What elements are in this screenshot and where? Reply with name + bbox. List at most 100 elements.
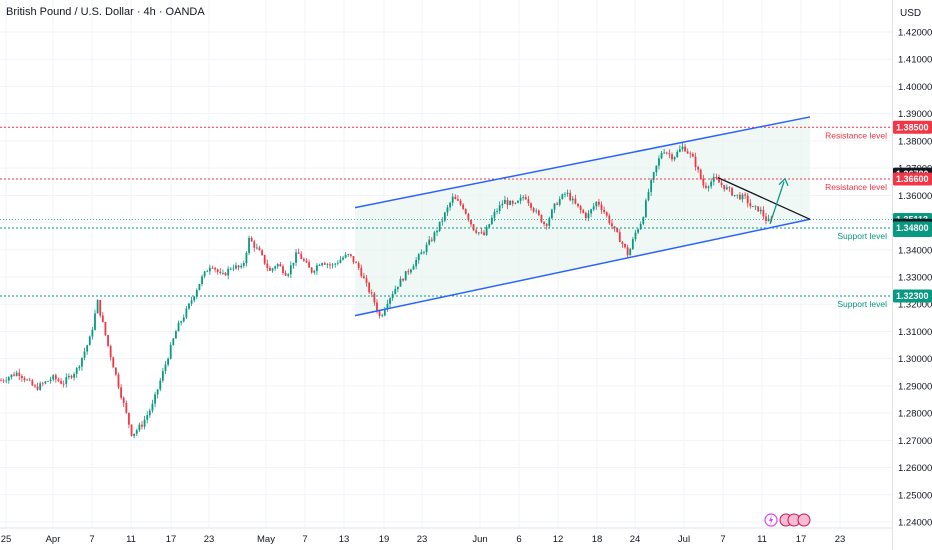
x-tick-label: 6 bbox=[516, 534, 521, 545]
candle-body bbox=[313, 270, 316, 273]
candle-body bbox=[537, 210, 540, 215]
candle-body bbox=[383, 309, 386, 316]
candle-body bbox=[631, 239, 634, 250]
candle-body bbox=[681, 146, 684, 150]
currency-label[interactable]: USD bbox=[900, 8, 922, 19]
candle-body bbox=[2, 380, 5, 382]
chart-title: British Pound / U.S. Dollar · 4h · OANDA bbox=[6, 6, 205, 18]
candle-body bbox=[454, 196, 457, 200]
candle-body bbox=[154, 394, 156, 404]
candle-body bbox=[668, 153, 671, 155]
candle-body bbox=[357, 263, 360, 268]
indicator-icons[interactable] bbox=[764, 513, 812, 527]
candle-body bbox=[490, 217, 493, 225]
candle-body bbox=[642, 217, 645, 224]
candle-body bbox=[509, 201, 512, 205]
candle-body bbox=[746, 195, 749, 204]
candle-body bbox=[584, 212, 587, 219]
candle-body bbox=[242, 263, 245, 266]
candle-body bbox=[410, 269, 412, 273]
candle-body bbox=[624, 243, 626, 248]
candle-body bbox=[511, 201, 514, 204]
candle-body bbox=[310, 267, 313, 273]
candle-body bbox=[305, 260, 308, 263]
candle-body bbox=[741, 194, 744, 200]
candle-body bbox=[188, 303, 190, 309]
x-tick-label: 7 bbox=[302, 534, 307, 545]
resistance-price-2: 1.36600 bbox=[896, 174, 929, 184]
candle-body bbox=[26, 379, 29, 381]
candle-body bbox=[5, 380, 8, 382]
candle-body bbox=[7, 377, 10, 381]
candle-body bbox=[54, 375, 57, 380]
candle-body bbox=[637, 229, 639, 233]
candle-body bbox=[673, 157, 676, 160]
candle-body bbox=[36, 386, 39, 390]
candle-body bbox=[151, 403, 154, 411]
candle-body bbox=[167, 358, 169, 365]
candle-body bbox=[363, 276, 365, 279]
y-tick-label: 1.29000 bbox=[898, 381, 932, 392]
channel-fill bbox=[355, 116, 810, 316]
candle-body bbox=[135, 430, 138, 434]
candle-body bbox=[514, 202, 517, 204]
candle-body bbox=[255, 247, 258, 249]
candle-body bbox=[663, 152, 666, 154]
candle-body bbox=[211, 267, 214, 269]
candle-body bbox=[506, 199, 509, 205]
x-tick-label: 23 bbox=[835, 534, 846, 545]
candle-body bbox=[590, 209, 592, 214]
x-tick-label: 19 bbox=[379, 534, 390, 545]
candle-body bbox=[436, 230, 438, 233]
candle-body bbox=[629, 249, 632, 256]
candle-body bbox=[684, 146, 686, 152]
candle-body bbox=[592, 206, 595, 210]
candle-body bbox=[574, 198, 577, 204]
y-tick-label: 1.41000 bbox=[898, 55, 932, 66]
candle-body bbox=[253, 241, 256, 248]
candle-body bbox=[715, 176, 718, 179]
candle-body bbox=[316, 265, 318, 271]
candle-body bbox=[117, 374, 120, 388]
candle-body bbox=[498, 205, 501, 211]
candle-body bbox=[417, 254, 420, 261]
candle-body bbox=[195, 290, 198, 297]
candle-body bbox=[360, 267, 363, 277]
projection-arrow-line bbox=[769, 181, 785, 225]
candle-body bbox=[175, 331, 177, 339]
candle-body bbox=[347, 254, 350, 255]
candle-body bbox=[551, 209, 553, 219]
candle-body bbox=[376, 302, 378, 312]
candle-body bbox=[480, 232, 483, 234]
candle-body bbox=[159, 380, 162, 390]
candle-body bbox=[216, 269, 219, 272]
candle-body bbox=[334, 263, 337, 265]
candle-body bbox=[428, 239, 431, 245]
candle-body bbox=[91, 329, 94, 337]
candle-body bbox=[0, 380, 2, 382]
candle-body bbox=[282, 266, 284, 273]
support-price-1: 1.34800 bbox=[896, 223, 929, 233]
candle-body bbox=[402, 278, 404, 281]
candle-body bbox=[522, 197, 525, 199]
candle-body bbox=[368, 282, 371, 293]
candle-body bbox=[94, 313, 96, 330]
candle-body bbox=[112, 357, 115, 368]
candle-body bbox=[665, 152, 668, 154]
price-tags: 1.385001.367801.366001.3511303:46:141.35… bbox=[893, 120, 932, 303]
candle-body bbox=[464, 208, 467, 214]
candle-body bbox=[415, 260, 418, 267]
candle-body bbox=[47, 380, 49, 382]
candle-body bbox=[323, 263, 326, 265]
candle-body bbox=[308, 262, 310, 268]
candle-body bbox=[224, 272, 227, 276]
candle-body bbox=[689, 153, 692, 155]
candle-body bbox=[616, 228, 619, 233]
candle-body bbox=[647, 191, 650, 201]
candle-body bbox=[757, 206, 760, 212]
candle-body bbox=[697, 167, 700, 170]
level-label: Resistance level bbox=[825, 130, 887, 140]
candle-body bbox=[501, 203, 504, 206]
candle-body bbox=[519, 197, 522, 201]
